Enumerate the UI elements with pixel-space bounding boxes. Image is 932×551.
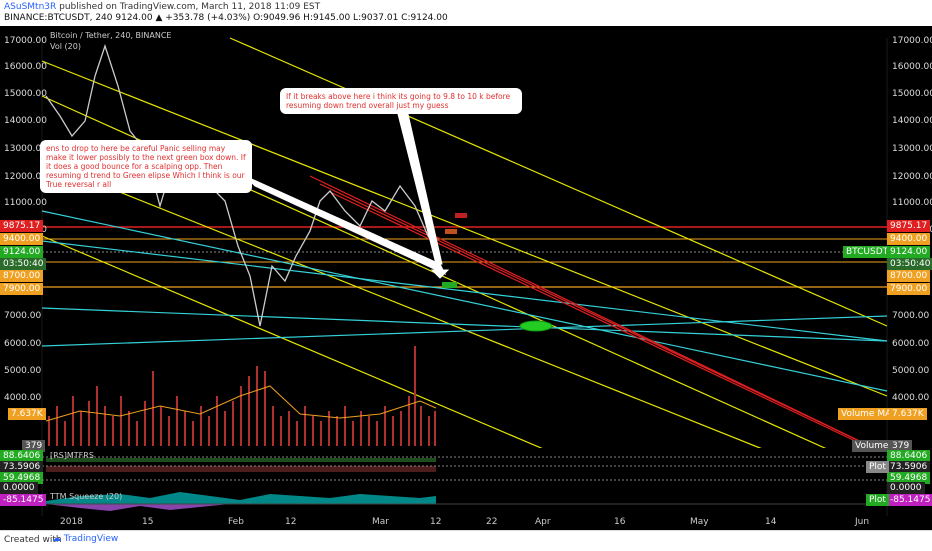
- rsi-value-2-left: 73.5906: [0, 461, 44, 473]
- x-axis-tick: Jun: [855, 517, 870, 527]
- red-channel: [309, 175, 888, 457]
- orange-price-tag-right: 9400.00: [887, 233, 931, 245]
- x-axis-tick: 14: [765, 517, 777, 527]
- axis-tick-label: 16000.00: [892, 62, 932, 72]
- rsi-value-1-left: 88.6406: [0, 450, 44, 462]
- current-price-tag-left: 9124.00: [0, 246, 44, 258]
- x-axis-tick: 12: [285, 517, 297, 527]
- x-axis-tick: 12: [430, 517, 442, 527]
- volume-tag-right: 7.637K: [889, 408, 927, 420]
- orange-price-7900-right: 7900.00: [887, 283, 931, 295]
- rsi-value-3-left: 59.4968: [0, 472, 44, 484]
- author-link[interactable]: ASuSMtn3R: [4, 2, 57, 12]
- vol-indicator-label: Vol (20): [50, 42, 81, 51]
- x-axis-tick: May: [690, 517, 709, 527]
- axis-tick-label: 14000.00: [892, 116, 932, 126]
- volume-ma-label: Volume MA: [838, 408, 895, 420]
- axis-tick-label: 5000.00: [4, 366, 42, 376]
- axis-tick-label: 17000.00: [892, 36, 932, 46]
- red-price-tag-right: 9875.17: [887, 220, 931, 232]
- rsi-bars: [46, 458, 436, 472]
- vol-379-right: 379: [889, 440, 913, 452]
- axis-tick-label: 13000.00: [4, 144, 47, 154]
- red-box-1: [455, 213, 467, 218]
- axis-tick-label: 7000.00: [4, 311, 42, 321]
- axis-tick-label: 7000.00: [892, 311, 930, 321]
- volume-label: Volume: [852, 440, 892, 452]
- axis-tick-label: 13000.00: [892, 144, 932, 154]
- x-axis-tick: 2018: [60, 517, 83, 527]
- price-candles: [45, 43, 439, 327]
- rsi-plot-tag: Plot: [866, 461, 889, 473]
- ttm-histogram: [46, 492, 436, 511]
- axis-tick-label: 6000.00: [4, 339, 42, 349]
- axis-tick-label: 6000.00: [892, 339, 930, 349]
- chart-area[interactable]: 17000.00 16000.00 15000.00 14000.00 13000.00…: [0, 26, 932, 530]
- current-price-tag-right: 9124.00: [887, 246, 931, 258]
- volume-bars: [48, 346, 436, 446]
- axis-tick-label: 14000.00: [4, 116, 47, 126]
- publish-text: published on TradingView.com, March 11, …: [59, 2, 321, 12]
- axis-tick-label: 12000.00: [4, 172, 47, 182]
- axis-tick-label: 17000.00: [4, 36, 47, 46]
- tradingview-cloud-icon: ☁: [52, 534, 61, 544]
- annotation-left[interactable]: ens to drop to here be careful Panic sel…: [40, 140, 252, 193]
- ttm-neg-right: -85.1475: [887, 494, 932, 506]
- axis-tick-label: 4000.00: [892, 393, 930, 403]
- timer-tag-right: 03:50:40: [887, 258, 932, 270]
- axis-tick-label: 15000.00: [4, 89, 47, 99]
- rsi-value-2-right: 73.5906: [887, 461, 931, 473]
- symbol-tag: BTCUSDT: [843, 246, 892, 258]
- green-box: [442, 282, 457, 288]
- orange-price-8700-left: 8700.00: [0, 270, 44, 282]
- axis-tick-label: 11000.00: [4, 198, 47, 208]
- orange-price-7900-left: 7900.00: [0, 283, 44, 295]
- timer-tag-left: 03:50:40: [0, 258, 47, 270]
- axis-tick-label: 15000.00: [892, 89, 932, 99]
- created-with: Created with: [4, 535, 62, 545]
- cyan-lines: [41, 210, 888, 392]
- tradingview-link[interactable]: ☁ TradingView: [52, 534, 118, 544]
- x-axis-tick: Apr: [535, 517, 551, 527]
- footer: Created with ☁ TradingView: [0, 530, 932, 551]
- chart-header: ASuSMtn3R published on TradingView.com, …: [0, 0, 932, 26]
- chart-title: Bitcoin / Tether, 240, BINANCE: [50, 31, 172, 40]
- symbol-line: BINANCE:BTCUSDT, 240 9124.00 ▲ +353.78 (…: [4, 13, 448, 23]
- volume-tag-left: 7.637K: [8, 408, 46, 420]
- red-price-tag-left: 9875.17: [0, 220, 44, 232]
- chart-canvas: [41, 37, 888, 516]
- green-ellipse: [519, 320, 553, 332]
- annotation-arrows: [244, 113, 450, 279]
- axis-tick-label: 4000.00: [4, 393, 42, 403]
- ttm-plot-tag: Plot: [866, 494, 889, 506]
- ttm-neg-left: -85.1475: [0, 494, 47, 506]
- x-axis-tick: 15: [142, 517, 154, 527]
- axis-tick-label: 16000.00: [4, 62, 47, 72]
- volume-ma: [45, 385, 437, 422]
- tradingview-brand: TradingView: [63, 534, 119, 544]
- rsi-value-1-right: 88.6406: [887, 450, 931, 462]
- orange-price-tag-left: 9400.00: [0, 233, 44, 245]
- x-axis-tick: Mar: [372, 517, 389, 527]
- ttm-zero-left: 0.0000: [0, 482, 38, 494]
- x-axis-tick: 22: [486, 517, 498, 527]
- x-axis-tick: 16: [614, 517, 626, 527]
- rsi-label: [RS]MTFRS: [50, 451, 94, 460]
- publish-info: ASuSMtn3R published on TradingView.com, …: [4, 2, 320, 12]
- orange-price-8700-right: 8700.00: [887, 270, 931, 282]
- vol-379-left: 379: [22, 440, 46, 452]
- axis-tick-label: 12000.00: [892, 172, 932, 182]
- axis-tick-label: 11000.00: [892, 198, 932, 208]
- axis-tick-label: 5000.00: [892, 366, 930, 376]
- rsi-value-3-right: 59.4968: [887, 472, 931, 484]
- ttm-label: TTM Squeeze (20): [50, 492, 123, 501]
- ttm-zero-right: 0.0000: [887, 482, 925, 494]
- red-box-2: [445, 229, 457, 234]
- annotation-top[interactable]: If it breaks above here i think its goin…: [280, 88, 522, 114]
- x-axis-tick: Feb: [228, 517, 244, 527]
